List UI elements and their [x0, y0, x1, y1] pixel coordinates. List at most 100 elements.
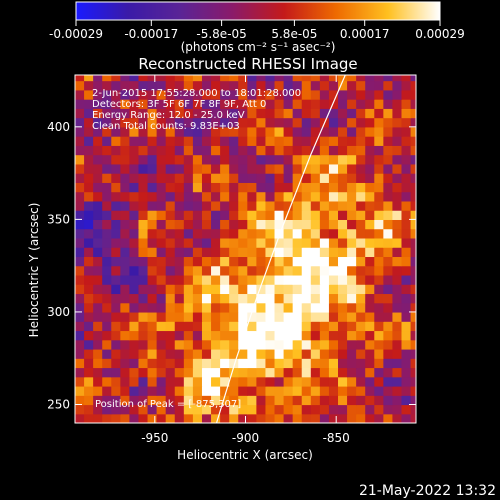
heatmap-cell	[102, 404, 112, 415]
heatmap-cell	[111, 80, 121, 91]
heatmap-cell	[102, 256, 112, 267]
heatmap-cell	[138, 395, 149, 406]
heatmap-cell	[274, 237, 285, 248]
heatmap-cell	[301, 293, 312, 304]
heatmap-cell	[310, 330, 321, 341]
heatmap-cell	[229, 330, 239, 341]
heatmap-cell	[256, 376, 267, 387]
heatmap-cell	[410, 75, 416, 82]
heatmap-cell	[93, 219, 103, 230]
heatmap-cell	[238, 284, 248, 295]
heatmap-cell	[356, 237, 366, 248]
heatmap-cell	[292, 385, 303, 396]
heatmap-cell	[147, 265, 158, 276]
heatmap-cell	[165, 311, 176, 322]
heatmap-cell	[319, 136, 330, 146]
heatmap-cell	[174, 80, 185, 91]
heatmap-cell	[274, 99, 285, 109]
heatmap-cell	[274, 126, 285, 137]
heatmap-cell	[310, 126, 321, 137]
heatmap-cell	[192, 182, 203, 193]
heatmap-cell	[75, 385, 85, 396]
heatmap-cell	[238, 395, 248, 406]
heatmap-cell	[338, 182, 348, 193]
heatmap-cell	[328, 108, 339, 119]
heatmap-cell	[201, 274, 212, 285]
heatmap-cell	[410, 173, 416, 183]
heatmap-cell	[338, 321, 348, 332]
heatmap-cell	[138, 108, 149, 119]
heatmap-cell	[129, 311, 140, 322]
heatmap-cell	[283, 395, 294, 406]
heatmap-cell	[410, 358, 416, 369]
heatmap-cell	[229, 348, 239, 359]
colorbar: -0.00029 -0.00017 -5.8e-05 5.8e-05 0.00017 0.…	[49, 1, 465, 54]
heatmap-cell	[319, 404, 330, 415]
heatmap-cell	[410, 404, 416, 415]
heatmap-cell	[220, 302, 230, 313]
heatmap-cell	[292, 311, 303, 322]
heatmap-cell	[401, 200, 412, 211]
heatmap-cell	[84, 302, 94, 313]
heatmap-cell	[338, 145, 348, 156]
heatmap-cell	[347, 256, 357, 267]
heatmap-cell	[229, 284, 239, 295]
heatmap-cell	[301, 321, 312, 332]
heatmap-cell	[283, 228, 294, 239]
heatmap-cell	[410, 413, 416, 423]
heatmap-cell	[310, 376, 321, 387]
x-tick-label: -900	[232, 431, 259, 445]
heatmap-cell	[338, 80, 348, 91]
heatmap-cell	[383, 219, 394, 230]
heatmap-cell	[319, 75, 330, 82]
heatmap-cell	[138, 145, 149, 156]
heatmap-cell	[111, 136, 121, 146]
heatmap-cell	[165, 330, 176, 341]
heatmap-cell	[138, 311, 149, 322]
heatmap-cell	[410, 80, 416, 91]
heatmap-cell	[410, 182, 416, 193]
heatmap-cell	[129, 117, 140, 128]
heatmap-cell	[347, 200, 357, 211]
x-tick-label: -850	[323, 431, 350, 445]
heatmap-cell	[192, 237, 203, 248]
heatmap-cell	[84, 339, 94, 350]
heatmap-cell	[328, 265, 339, 276]
heatmap-cell	[129, 330, 140, 341]
heatmap-cell	[129, 237, 140, 248]
heatmap-cell	[165, 274, 176, 285]
heatmap-cell	[165, 404, 176, 415]
heatmap-cell	[392, 311, 403, 322]
heatmap-cell	[102, 302, 112, 313]
heatmap-cell	[401, 154, 412, 165]
heatmap-cell	[129, 163, 140, 174]
heatmap-cell	[174, 163, 185, 174]
heatmap-cell	[111, 311, 121, 322]
heatmap-cell	[220, 385, 230, 396]
heatmap-cell	[165, 210, 176, 220]
heatmap-cell	[292, 293, 303, 304]
heatmap-cell	[211, 358, 221, 369]
colorbar-tick-label: 0.00029	[415, 27, 465, 41]
heatmap-cell	[165, 99, 176, 109]
heatmap-cell	[328, 99, 339, 109]
heatmap-cell	[292, 321, 303, 332]
heatmap-cell	[238, 228, 248, 239]
heatmap-cell	[265, 126, 276, 137]
heatmap-cell	[247, 265, 257, 276]
heatmap-cell	[201, 237, 212, 248]
heatmap-cell	[392, 376, 403, 387]
y-tick-label: 400	[47, 120, 70, 134]
heatmap-cell	[84, 108, 94, 119]
heatmap-cell	[274, 173, 285, 183]
heatmap-cell	[183, 284, 194, 295]
heatmap-cell	[319, 126, 330, 137]
heatmap-cell	[265, 163, 276, 174]
heatmap-cell	[338, 136, 348, 146]
heatmap-cell	[93, 274, 103, 285]
heatmap-cell	[165, 80, 176, 91]
heatmap-cell	[401, 376, 412, 387]
heatmap-cell	[274, 376, 285, 387]
heatmap-cell	[256, 311, 267, 322]
heatmap-cell	[383, 395, 394, 406]
